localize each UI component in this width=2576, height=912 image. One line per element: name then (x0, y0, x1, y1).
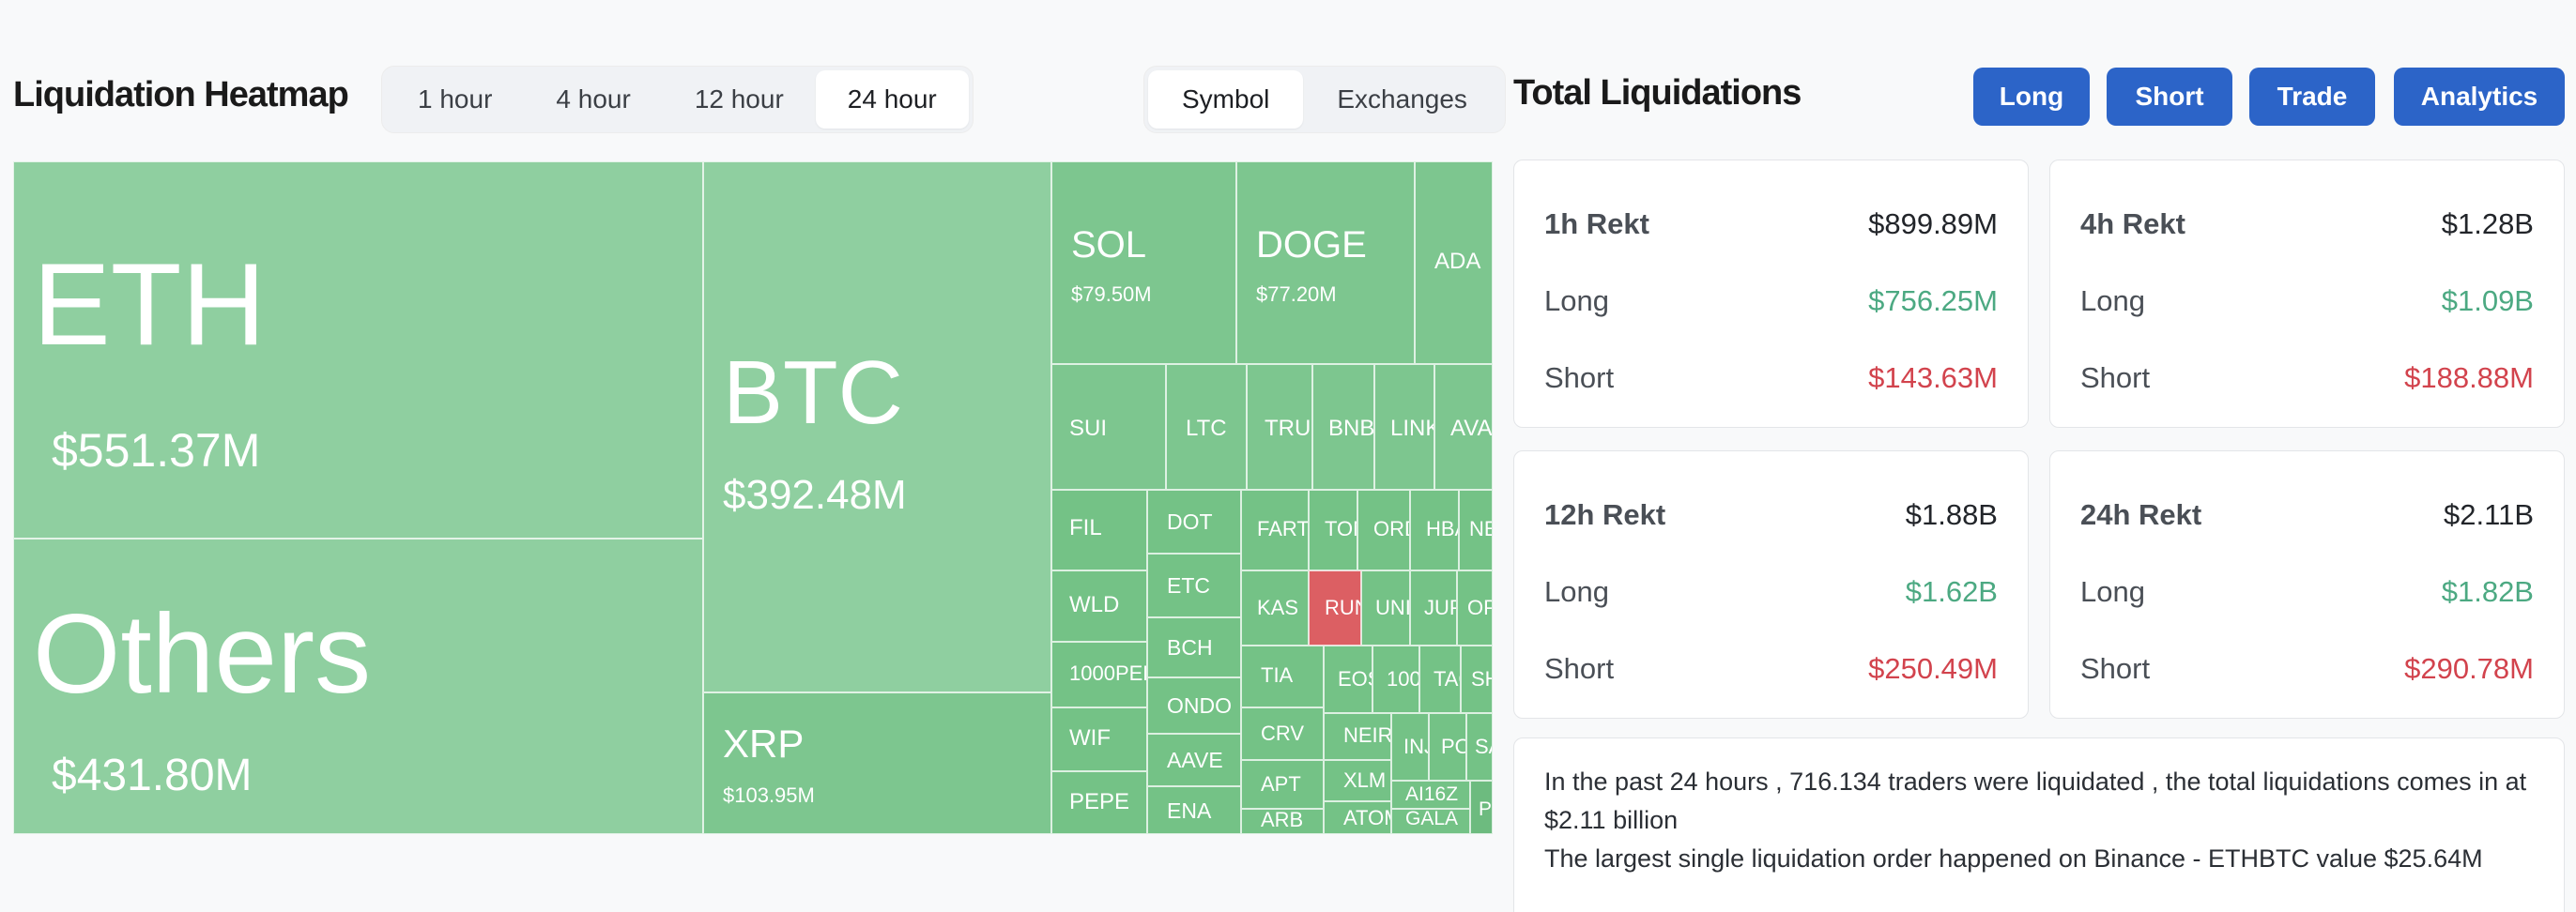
heatmap-title: Liquidation Heatmap (13, 75, 349, 114)
summary-line-1: In the past 24 hours , 716.134 traders w… (1544, 768, 2527, 834)
tab-symbol[interactable]: Symbol (1148, 70, 1304, 129)
cell-bnb[interactable]: BNB (1312, 364, 1374, 490)
cell-ena[interactable]: ENA (1147, 786, 1241, 834)
totals-title: Total Liquidations (1513, 73, 1802, 113)
cell-eth[interactable]: ETH $551.37M (13, 161, 703, 539)
cell-neiro[interactable]: NEIRO (1324, 713, 1391, 760)
card-title: 4h Rekt (2080, 207, 2185, 240)
tab-12-hour[interactable]: 12 hour (694, 84, 784, 114)
cell-1000pepe[interactable]: 1000PEPE (1051, 642, 1147, 707)
short-label: Short (2080, 361, 2151, 394)
long-button[interactable]: Long (1973, 68, 2090, 126)
card-total: $1.28B (2441, 207, 2534, 240)
cell-link[interactable]: LINK (1374, 364, 1434, 490)
tab-1-hour[interactable]: 1 hour (418, 84, 493, 114)
card-12h-rekt: 12h Rekt $1.88B Long $1.62B Short $250.4… (1513, 450, 2029, 719)
cell-bch[interactable]: BCH (1147, 617, 1241, 677)
trade-button[interactable]: Trade (2249, 68, 2375, 126)
cell-sui[interactable]: SUI (1051, 364, 1166, 490)
cell-uni[interactable]: UNI (1361, 570, 1410, 646)
cell-1000bonk[interactable]: 1000BONK (1372, 646, 1419, 713)
analytics-button[interactable]: Analytics (2394, 68, 2565, 126)
card-title: 1h Rekt (1544, 207, 1649, 240)
card-title: 24h Rekt (2080, 498, 2202, 531)
liquidation-treemap: ETH $551.37M Others $431.80M BTC $392.48… (13, 161, 1493, 834)
cell-jup[interactable]: JUP (1410, 570, 1457, 646)
cell-fartcoin[interactable]: FARTCOIN (1241, 490, 1309, 570)
cell-pol[interactable]: POL (1429, 713, 1466, 781)
cell-shib[interactable]: SHIB (1461, 646, 1493, 713)
cell-doge[interactable]: DOGE $77.20M (1236, 161, 1415, 364)
cell-apt[interactable]: APT (1241, 760, 1324, 809)
cell-ai16z[interactable]: AI16Z (1391, 781, 1470, 809)
summary-line-2: The largest single liquidation order hap… (1544, 844, 2483, 873)
cell-ada[interactable]: ADA (1415, 161, 1493, 364)
short-value: $290.78M (2404, 652, 2534, 685)
long-label: Long (2080, 284, 2145, 317)
card-4h-rekt: 4h Rekt $1.28B Long $1.09B Short $188.88… (2049, 160, 2565, 428)
cell-eos[interactable]: EOS (1324, 646, 1372, 713)
cell-ltc[interactable]: LTC (1166, 364, 1247, 490)
long-value: $1.82B (2441, 575, 2534, 608)
grouping-tabs: Symbol Exchanges (1143, 66, 1506, 133)
cell-aave[interactable]: AAVE (1147, 734, 1241, 786)
short-label: Short (1544, 361, 1615, 394)
short-value: $188.88M (2404, 361, 2534, 394)
cell-ondo[interactable]: ONDO (1147, 677, 1241, 734)
card-total: $2.11B (2444, 498, 2534, 531)
cell-atom[interactable]: ATOM (1324, 801, 1391, 834)
cell-sand[interactable]: SAND (1466, 713, 1493, 781)
card-1h-rekt: 1h Rekt $899.89M Long $756.25M Short $14… (1513, 160, 2029, 428)
short-value: $143.63M (1868, 361, 1998, 394)
cell-crv[interactable]: CRV (1241, 707, 1324, 760)
tab-exchanges[interactable]: Exchanges (1337, 84, 1467, 114)
cell-sol[interactable]: SOL $79.50M (1051, 161, 1236, 364)
cell-tia[interactable]: TIA (1241, 646, 1324, 707)
cell-wld[interactable]: WLD (1051, 570, 1147, 642)
cell-pnut[interactable]: PNUT (1470, 781, 1493, 834)
cell-gala[interactable]: GALA (1391, 809, 1470, 834)
cell-trump[interactable]: TRUMP (1247, 364, 1312, 490)
card-total: $1.88B (1905, 498, 1998, 531)
tab-24-hour[interactable]: 24 hour (815, 70, 969, 129)
long-value: $1.62B (1905, 575, 1998, 608)
cell-tao[interactable]: TAO (1419, 646, 1461, 713)
liquidation-summary: In the past 24 hours , 716.134 traders w… (1513, 737, 2565, 912)
cell-hbar[interactable]: HBAR (1410, 490, 1459, 570)
cell-etc[interactable]: ETC (1147, 554, 1241, 617)
long-label: Long (2080, 575, 2145, 608)
short-button[interactable]: Short (2107, 68, 2232, 126)
cell-ton[interactable]: TON (1309, 490, 1357, 570)
cell-fil[interactable]: FIL (1051, 490, 1147, 570)
long-label: Long (1544, 575, 1609, 608)
long-label: Long (1544, 284, 1609, 317)
cell-ordi[interactable]: ORDI (1357, 490, 1410, 570)
cell-xrp[interactable]: XRP $103.95M (703, 692, 1051, 834)
card-24h-rekt: 24h Rekt $2.11B Long $1.82B Short $290.7… (2049, 450, 2565, 719)
cell-others[interactable]: Others $431.80M (13, 539, 703, 834)
cell-btc[interactable]: BTC $392.48M (703, 161, 1051, 692)
cell-wif[interactable]: WIF (1051, 707, 1147, 771)
card-title: 12h Rekt (1544, 498, 1666, 531)
short-value: $250.49M (1868, 652, 1998, 685)
cell-rune[interactable]: RUNE (1309, 570, 1361, 646)
card-total: $899.89M (1868, 207, 1998, 240)
cell-dot[interactable]: DOT (1147, 490, 1241, 554)
cell-pepe[interactable]: PEPE (1051, 771, 1147, 834)
cell-avax[interactable]: AVAX (1434, 364, 1493, 490)
short-label: Short (1544, 652, 1615, 685)
long-value: $1.09B (2441, 284, 2534, 317)
cell-xlm[interactable]: XLM (1324, 760, 1391, 801)
cell-inj[interactable]: INJ (1391, 713, 1429, 781)
cell-kas[interactable]: KAS (1241, 570, 1309, 646)
long-value: $756.25M (1868, 284, 1998, 317)
cell-near[interactable]: NEAR (1459, 490, 1493, 570)
tab-4-hour[interactable]: 4 hour (556, 84, 631, 114)
short-label: Short (2080, 652, 2151, 685)
time-range-tabs: 1 hour 4 hour 12 hour 24 hour (381, 66, 974, 133)
cell-op[interactable]: OP (1457, 570, 1493, 646)
cell-arb[interactable]: ARB (1241, 809, 1324, 834)
